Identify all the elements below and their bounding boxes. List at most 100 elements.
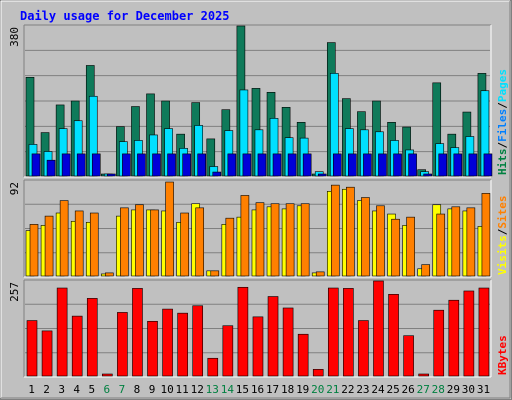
- bar-kbytes: [433, 309, 445, 377]
- legend-item: Visits: [496, 235, 509, 275]
- bar-sites: [59, 200, 69, 277]
- x-tick-label: 19: [296, 383, 309, 396]
- day-bars-14: [222, 325, 234, 377]
- day-bars-23: [357, 111, 372, 177]
- bar-kbytes: [147, 320, 158, 377]
- chart-panels: 380Hits/Files/Pages92Visits/Sites257KByt…: [8, 24, 509, 378]
- x-tick-label: 18: [281, 383, 294, 396]
- bar-kbytes: [56, 287, 68, 377]
- bar-kbytes: [418, 373, 429, 377]
- day-bars-18: [281, 107, 297, 177]
- bar-sites: [120, 207, 129, 277]
- bar-sites: [44, 215, 54, 277]
- day-bars-19: [297, 333, 309, 377]
- bar-kbytes: [448, 299, 460, 377]
- x-axis: 1 2 3 4 5 6 7 8 9 10 11 12 13 14 15 16 17 18 19 20 21 22 23 24 2…: [28, 383, 490, 396]
- x-tick-label: 29: [447, 383, 460, 396]
- bar-kbytes: [312, 369, 324, 377]
- bar-pages: [438, 153, 448, 177]
- bar-pages: [302, 153, 312, 177]
- day-bars-4: [70, 100, 86, 177]
- legend-item: /: [496, 228, 509, 235]
- day-bars-11: [177, 312, 188, 377]
- day-bars-3: [56, 287, 68, 377]
- day-bars-22: [343, 288, 354, 377]
- x-tick-label: 17: [266, 383, 279, 396]
- day-bars-27: [417, 264, 430, 277]
- day-bars-9: [146, 93, 161, 177]
- day-bars-7: [116, 126, 131, 177]
- day-bars-25: [388, 294, 399, 377]
- bar-sites: [421, 264, 430, 277]
- bar-sites: [376, 205, 385, 277]
- bar-pages: [137, 153, 146, 177]
- bar-pages: [423, 173, 432, 177]
- bar-pages: [61, 153, 71, 177]
- bar-kbytes: [478, 287, 490, 377]
- day-bars-24: [372, 205, 385, 277]
- day-bars-18: [282, 307, 294, 377]
- bar-pages: [122, 153, 131, 177]
- bar-kbytes: [267, 296, 279, 377]
- bar-pages: [332, 153, 342, 177]
- day-bars-21: [326, 42, 342, 177]
- bar-sites: [29, 224, 39, 277]
- day-bars-15: [236, 25, 252, 177]
- bar-pages: [76, 153, 86, 177]
- day-bars-22: [342, 186, 355, 277]
- bar-sites: [89, 212, 99, 277]
- bar-kbytes: [117, 312, 128, 377]
- bar-pages: [242, 153, 252, 177]
- bar-sites: [225, 217, 235, 277]
- x-tick-label: 2: [43, 383, 50, 396]
- day-bars-6: [102, 373, 113, 377]
- legend-item: Hits: [496, 149, 509, 176]
- legend-item: /: [496, 102, 509, 109]
- bar-pages: [152, 153, 161, 177]
- x-tick-label: 31: [477, 383, 490, 396]
- bar-kbytes: [343, 288, 354, 377]
- bar-sites: [481, 193, 491, 277]
- x-tick-label: 6: [104, 383, 111, 396]
- y-max-label: 257: [8, 282, 21, 302]
- panel-legend: Visits/Sites: [496, 196, 509, 276]
- bar-sites: [330, 184, 340, 277]
- panel-legend: KBytes: [496, 335, 509, 375]
- day-bars-1: [25, 77, 41, 177]
- x-tick-label: 13: [206, 383, 219, 396]
- day-bars-14: [221, 217, 235, 277]
- day-bars-8: [132, 288, 143, 377]
- day-bars-9: [147, 320, 158, 377]
- bar-pages: [167, 153, 176, 177]
- x-tick-label: 30: [462, 383, 475, 396]
- day-bars-16: [252, 316, 264, 377]
- bar-sites: [165, 181, 174, 277]
- legend-item: Pages: [496, 69, 509, 102]
- bar-sites: [210, 270, 220, 277]
- legend-item: /: [496, 142, 509, 149]
- bar-kbytes: [162, 308, 173, 377]
- day-bars-27: [418, 373, 429, 377]
- bar-pages: [257, 153, 267, 177]
- bar-pages: [31, 153, 41, 177]
- day-bars-22: [342, 98, 357, 177]
- bar-kbytes: [192, 305, 204, 377]
- bar-pages: [348, 153, 357, 177]
- x-tick-label: 10: [160, 383, 173, 396]
- day-bars-5: [85, 65, 101, 177]
- bar-sites: [135, 204, 144, 277]
- bar-kbytes: [358, 320, 369, 377]
- x-tick-label: 4: [73, 383, 80, 396]
- day-bars-28: [432, 204, 446, 277]
- bar-sites: [285, 203, 295, 277]
- day-bars-17: [266, 203, 280, 277]
- day-bars-8: [131, 204, 144, 277]
- day-bars-11: [176, 212, 189, 277]
- x-tick-label: 5: [88, 383, 95, 396]
- x-tick-label: 21: [326, 383, 339, 396]
- day-bars-21: [327, 287, 339, 377]
- day-bars-6: [101, 272, 114, 277]
- day-bars-10: [161, 181, 174, 277]
- bar-kbytes: [41, 330, 53, 377]
- bar-sites: [300, 203, 310, 277]
